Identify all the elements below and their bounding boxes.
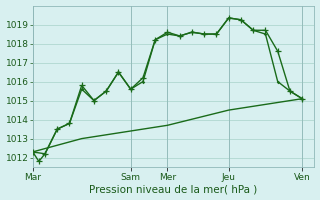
- X-axis label: Pression niveau de la mer( hPa ): Pression niveau de la mer( hPa ): [90, 184, 258, 194]
